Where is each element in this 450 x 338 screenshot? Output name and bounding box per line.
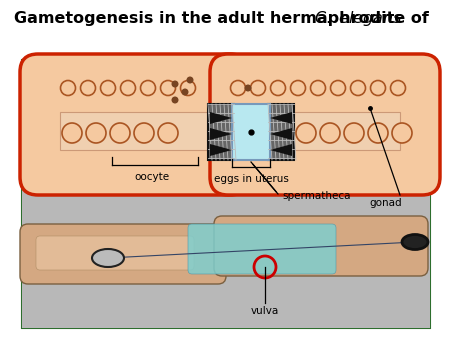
Text: $\mathbf{\it{C.\ elegans}}$: $\mathbf{\it{C.\ elegans}}$ — [314, 8, 403, 27]
Circle shape — [158, 123, 178, 143]
Circle shape — [60, 80, 76, 96]
Circle shape — [368, 123, 388, 143]
Polygon shape — [210, 144, 232, 156]
Bar — [22, 185, 430, 328]
Bar — [22, 60, 430, 328]
Polygon shape — [210, 128, 232, 140]
Circle shape — [296, 123, 316, 143]
Circle shape — [291, 80, 306, 96]
FancyBboxPatch shape — [20, 224, 226, 284]
FancyBboxPatch shape — [36, 236, 194, 270]
Circle shape — [248, 123, 268, 143]
Circle shape — [171, 97, 179, 103]
Circle shape — [86, 123, 106, 143]
Polygon shape — [270, 112, 292, 124]
Polygon shape — [210, 112, 232, 124]
Circle shape — [186, 76, 194, 83]
FancyBboxPatch shape — [188, 224, 336, 274]
Bar — [60, 112, 230, 150]
Bar — [232, 104, 270, 160]
Circle shape — [171, 80, 179, 88]
Circle shape — [351, 80, 365, 96]
Bar — [228, 112, 400, 150]
Text: oocyte: oocyte — [135, 172, 170, 182]
Circle shape — [62, 123, 82, 143]
Circle shape — [392, 123, 412, 143]
Polygon shape — [270, 144, 292, 156]
Circle shape — [370, 80, 386, 96]
Circle shape — [134, 123, 154, 143]
Text: gonad: gonad — [370, 198, 402, 208]
Circle shape — [230, 80, 246, 96]
Ellipse shape — [402, 235, 428, 249]
Circle shape — [344, 123, 364, 143]
Circle shape — [100, 80, 116, 96]
Circle shape — [161, 80, 176, 96]
Bar — [268, 104, 294, 160]
Ellipse shape — [92, 249, 124, 267]
Circle shape — [270, 80, 285, 96]
Circle shape — [81, 80, 95, 96]
FancyBboxPatch shape — [214, 216, 428, 276]
Polygon shape — [270, 128, 292, 140]
FancyBboxPatch shape — [20, 54, 248, 195]
Circle shape — [181, 89, 189, 96]
Circle shape — [320, 123, 340, 143]
Circle shape — [330, 80, 346, 96]
Circle shape — [140, 80, 156, 96]
Circle shape — [180, 80, 195, 96]
Circle shape — [391, 80, 405, 96]
Circle shape — [310, 80, 325, 96]
Text: vulva: vulva — [251, 306, 279, 316]
FancyBboxPatch shape — [210, 54, 440, 195]
Circle shape — [272, 123, 292, 143]
Text: eggs in uterus: eggs in uterus — [214, 174, 288, 184]
Text: Gametogenesis in the adult hermaphrodite of: Gametogenesis in the adult hermaphrodite… — [14, 10, 435, 25]
Text: spermatheca: spermatheca — [282, 191, 351, 201]
Bar — [208, 104, 234, 160]
Circle shape — [121, 80, 135, 96]
Circle shape — [251, 80, 266, 96]
Circle shape — [244, 84, 252, 92]
Circle shape — [110, 123, 130, 143]
